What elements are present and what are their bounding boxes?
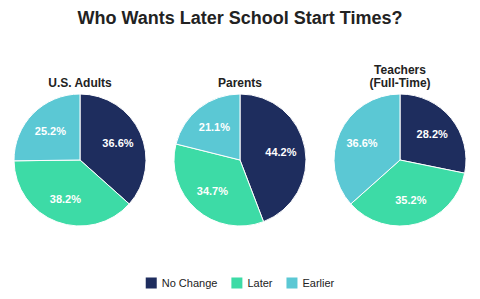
pie-slice [400,94,466,173]
chart: Who Wants Later School Start Times? 36.6%… [0,0,480,299]
legend: No Change Later Earlier [146,277,335,289]
pie-slice [176,94,240,160]
legend-swatch [286,278,297,289]
legend-swatch [231,278,242,289]
legend-swatch [146,278,157,289]
title: Who Wants Later School Start Times? [77,8,402,28]
legend-label: No Change [162,277,218,289]
legend-label: Later [247,277,272,289]
legend-item: No Change [146,277,218,289]
pie-slice [174,144,264,226]
data-label: 34.7% [197,185,228,197]
legend-item: Earlier [286,277,334,289]
legend-label: Earlier [302,277,334,289]
data-label: 36.6% [346,137,377,149]
pie: 44.2% 34.7% 21.1% [174,94,306,226]
pie-title: Parents [218,76,262,90]
legend-item: Later [231,277,272,289]
data-label: 21.1% [199,121,230,133]
data-label: 35.2% [395,194,426,206]
pie: 28.2% 35.2% 36.6% [334,94,466,226]
data-label: 44.2% [265,146,296,158]
pie-slice [334,94,400,204]
data-label: 38.2% [50,193,81,205]
pie-slice [14,94,80,161]
pie-slice [14,160,129,226]
pie-title: Teachers(Full-Time) [369,63,430,90]
pie: 36.6% 38.2% 25.2% [14,94,146,226]
data-label: 28.2% [417,128,448,140]
pie-title: U.S. Adults [48,76,112,90]
data-label: 36.6% [102,137,133,149]
data-label: 25.2% [35,125,66,137]
